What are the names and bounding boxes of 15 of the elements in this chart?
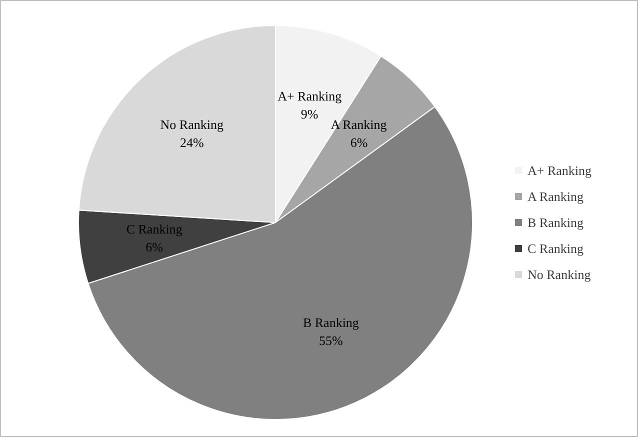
- slice-label: A+ Ranking: [278, 88, 342, 104]
- data-label: 55%: [319, 332, 344, 348]
- legend-label: B Ranking: [528, 215, 584, 230]
- legend-label: A Ranking: [528, 189, 584, 204]
- data-label: 9%: [300, 106, 318, 122]
- slice-label: C Ranking: [126, 221, 183, 236]
- slice-label: A Ranking: [330, 116, 388, 132]
- legend-label: C Ranking: [528, 241, 584, 256]
- slice-label: B Ranking: [302, 314, 360, 330]
- legend-label: A+ Ranking: [528, 163, 592, 178]
- legend-label: No Ranking: [528, 267, 592, 282]
- slice-label: No Ranking: [160, 116, 224, 132]
- data-label: 6%: [350, 134, 368, 150]
- data-label: 6%: [146, 239, 164, 254]
- data-label: 24%: [180, 134, 204, 150]
